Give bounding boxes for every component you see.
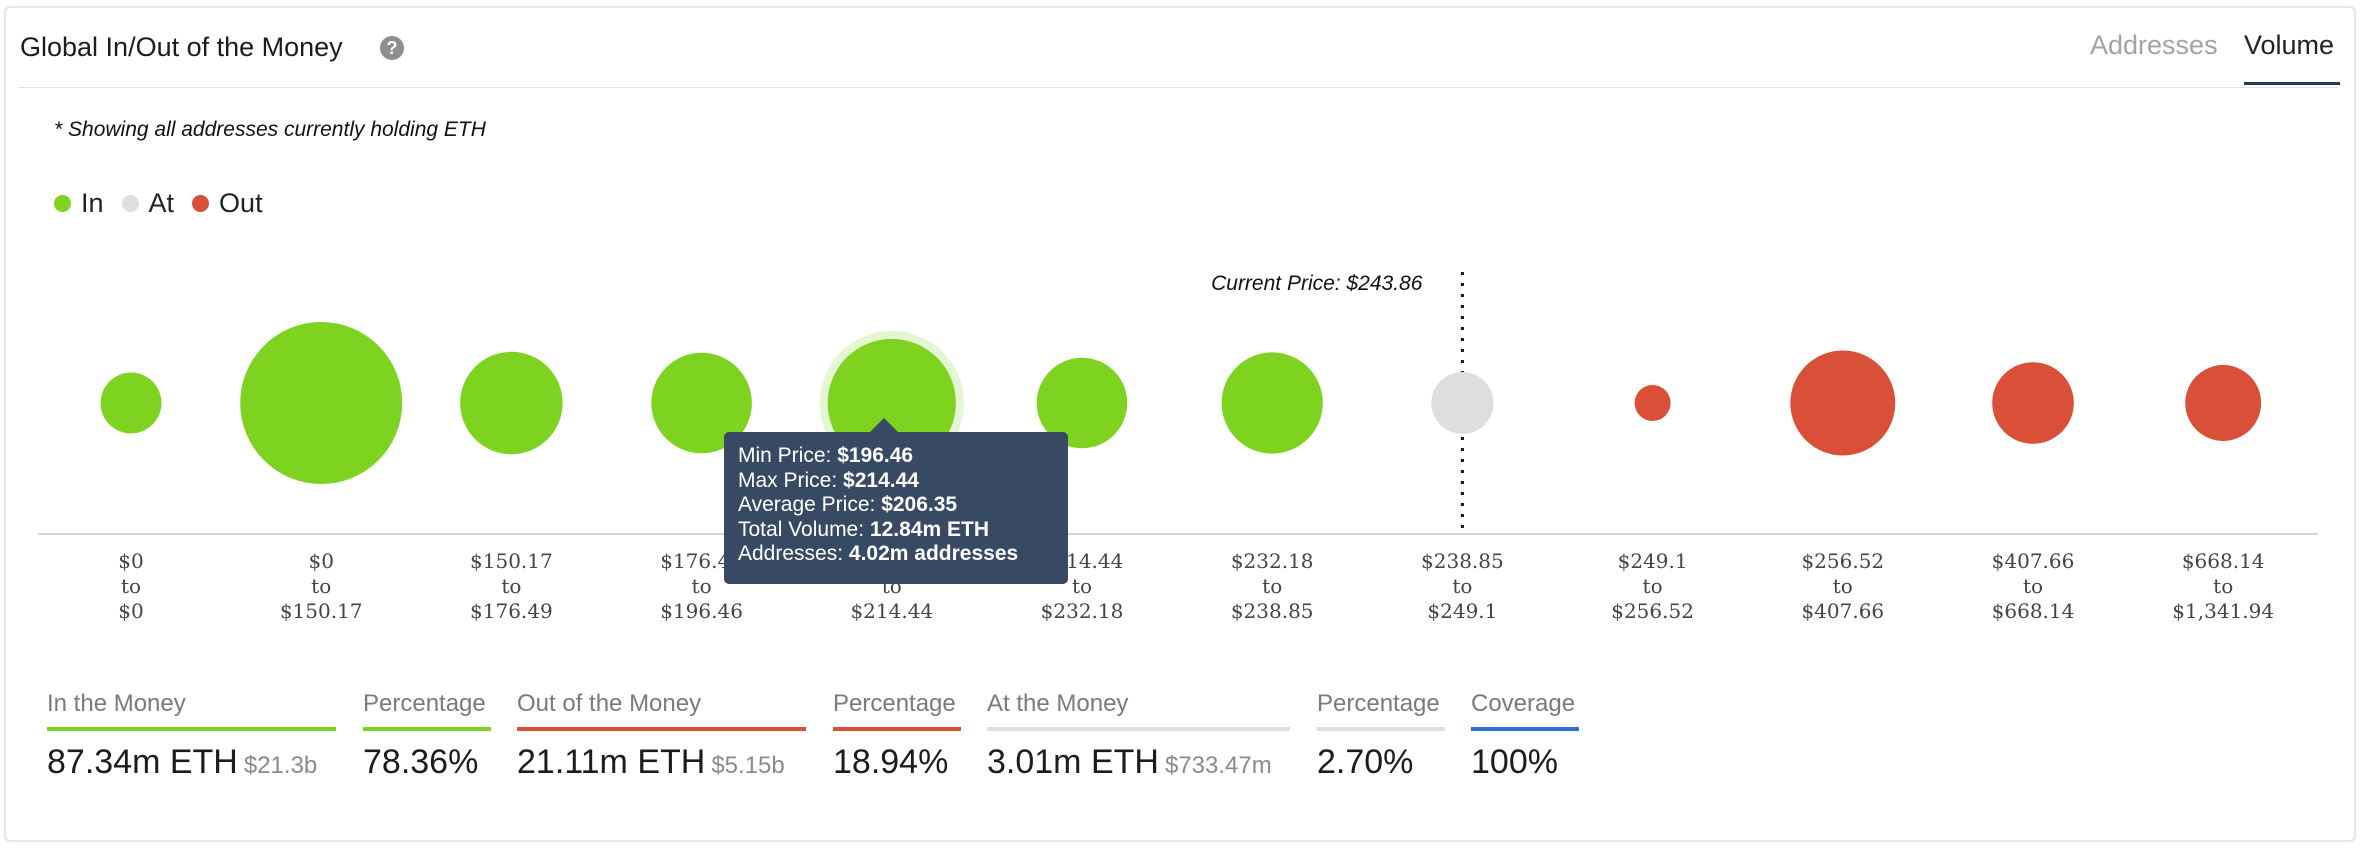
stat-label: Percentage xyxy=(833,690,956,717)
bubble-in[interactable] xyxy=(100,372,162,434)
bubble-chart: Current Price: $243.86$0to$0$0to$150.17$… xyxy=(38,272,2318,623)
legend: In At Out xyxy=(54,188,281,219)
x-tick-label: $238.85 xyxy=(1421,549,1504,573)
stat-value: 100% xyxy=(1471,743,1558,781)
legend-label-out: Out xyxy=(219,188,263,218)
x-tick-label: $196.46 xyxy=(660,599,743,623)
x-tick-label: $176.49 xyxy=(470,599,553,623)
stat-bar xyxy=(1471,727,1579,731)
tooltip-row-total-volume: Total Volume: 12.84m ETH xyxy=(738,517,989,541)
x-tick-label: $238.85 xyxy=(1231,599,1314,623)
x-tick-label: $256.52 xyxy=(1611,599,1694,623)
x-tick-label: $150.17 xyxy=(280,599,363,623)
page-title: Global In/Out of the Money xyxy=(20,32,343,62)
x-tick-label: to xyxy=(501,574,521,598)
x-tick-label: $214.44 xyxy=(850,599,933,623)
bubble-out[interactable] xyxy=(1790,350,1896,456)
stat-value: 3.01m ETH $733.47m xyxy=(987,743,1272,781)
active-tab-indicator xyxy=(2244,82,2340,85)
stat-out-percentage: Percentage 18.94% xyxy=(833,690,961,782)
legend-item-out[interactable]: Out xyxy=(192,188,263,219)
bubble-tooltip: Min Price: $196.46 Max Price: $214.44 Av… xyxy=(724,432,1068,584)
current-price-label: Current Price: $243.86 xyxy=(1211,272,1423,295)
x-tick-label: to xyxy=(1452,574,1472,598)
x-tick-label: to xyxy=(1262,574,1282,598)
bubble-in[interactable] xyxy=(1221,352,1323,454)
x-tick-label: $232.18 xyxy=(1041,599,1124,623)
stat-bar xyxy=(833,727,961,731)
legend-item-at[interactable]: At xyxy=(121,188,175,219)
bubble-in[interactable] xyxy=(1036,357,1128,449)
tab-addresses[interactable]: Addresses xyxy=(2090,30,2218,60)
x-tick-label: to xyxy=(121,574,141,598)
x-tick-label: $668.14 xyxy=(2182,549,2265,573)
stat-bar xyxy=(1317,727,1445,731)
x-tick-label: to xyxy=(2213,574,2233,598)
bubble-out[interactable] xyxy=(1992,362,2074,444)
stat-value: 2.70% xyxy=(1317,743,1414,781)
stat-bar xyxy=(363,727,491,731)
stat-label: At the Money xyxy=(987,690,1129,717)
stat-in-the-money: In the Money 87.34m ETH $21.3b xyxy=(47,690,336,782)
bubble-at[interactable] xyxy=(1431,371,1494,435)
tooltip-row-max-price: Max Price: $214.44 xyxy=(738,468,919,492)
x-tick-label: $668.14 xyxy=(1992,599,2075,623)
x-tick-label: to xyxy=(1072,574,1092,598)
legend-dot-at xyxy=(121,195,139,212)
holdings-note: * Showing all addresses currently holdin… xyxy=(54,118,486,141)
stat-label: In the Money xyxy=(47,690,186,717)
tooltip-row-avg-price: Average Price: $206.35 xyxy=(738,493,958,516)
tooltip-row-min-price: Min Price: $196.46 xyxy=(738,444,914,467)
stat-coverage: Coverage 100% xyxy=(1471,690,1579,782)
stat-value: 21.11m ETH $5.15b xyxy=(517,743,785,781)
header-divider xyxy=(18,87,2338,88)
stat-in-percentage: Percentage 78.36% xyxy=(363,690,491,782)
question-circle-icon[interactable]: ? xyxy=(380,36,404,60)
x-tick-label: $1,341.94 xyxy=(2172,599,2274,623)
stat-at-percentage: Percentage 2.70% xyxy=(1317,690,1445,782)
bubble-in[interactable] xyxy=(460,351,563,455)
stat-out-of-the-money: Out of the Money 21.11m ETH $5.15b xyxy=(517,690,806,782)
bubble-out[interactable] xyxy=(1634,385,1671,421)
legend-item-in[interactable]: In xyxy=(54,188,104,219)
stat-label: Percentage xyxy=(363,690,486,717)
stat-bar xyxy=(517,727,806,731)
stat-label: Out of the Money xyxy=(517,690,702,717)
x-tick-label: $0 xyxy=(118,599,143,623)
x-tick-label: $0 xyxy=(308,549,333,573)
stat-value: 18.94% xyxy=(833,743,949,781)
legend-label-in: In xyxy=(81,188,104,218)
bubble-in[interactable] xyxy=(240,322,403,484)
stat-label: Coverage xyxy=(1471,690,1576,717)
bubble-in[interactable] xyxy=(651,352,752,454)
legend-label-at: At xyxy=(148,188,175,218)
tooltip-arrow xyxy=(868,418,900,434)
legend-dot-out xyxy=(192,195,210,212)
x-tick-label: to xyxy=(1833,574,1853,598)
tooltip-row-addresses: Addresses: 4.02m addresses xyxy=(738,542,1019,565)
tab-volume[interactable]: Volume xyxy=(2244,30,2335,60)
x-tick-label: $249.1 xyxy=(1618,549,1688,573)
x-tick-label: $249.1 xyxy=(1427,599,1497,623)
x-tick-label: to xyxy=(2023,574,2043,598)
x-tick-label: to xyxy=(1643,574,1663,598)
stat-value: 78.36% xyxy=(363,743,479,781)
x-tick-label: $256.52 xyxy=(1801,549,1884,573)
bubble-out[interactable] xyxy=(2185,365,2262,441)
stat-at-the-money: At the Money 3.01m ETH $733.47m xyxy=(987,690,1290,782)
stat-bar xyxy=(47,727,336,731)
x-tick-label: to xyxy=(692,574,712,598)
x-tick-label: $0 xyxy=(118,549,143,573)
x-tick-label: $407.66 xyxy=(1992,549,2075,573)
legend-dot-in xyxy=(54,195,71,212)
stat-value: 87.34m ETH $21.3b xyxy=(47,743,318,781)
stat-bar xyxy=(987,727,1290,731)
x-tick-label: to xyxy=(311,574,331,598)
stat-label: Percentage xyxy=(1317,690,1440,717)
x-tick-label: $232.18 xyxy=(1231,549,1314,573)
x-tick-label: $150.17 xyxy=(470,549,553,573)
x-tick-label: $407.66 xyxy=(1801,599,1884,623)
